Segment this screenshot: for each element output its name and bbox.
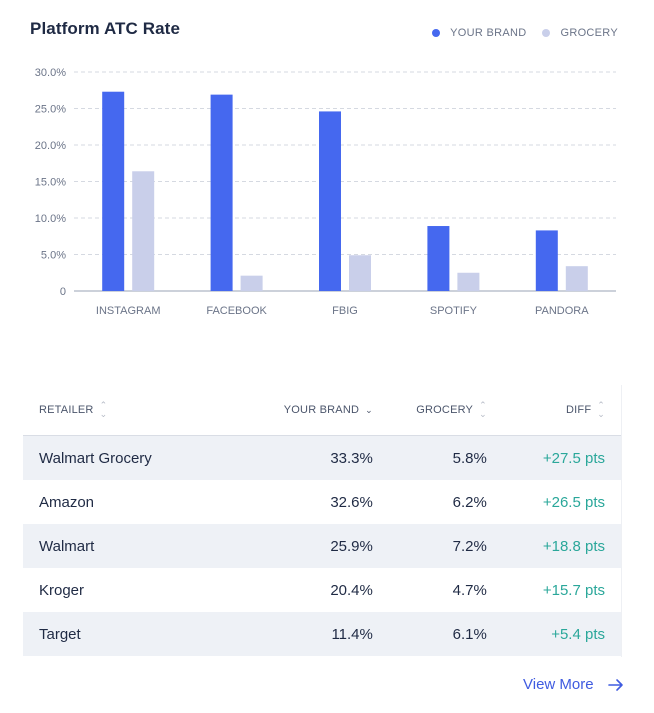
cell-retailer: Kroger [39,581,85,599]
cell-diff: +18.8 pts [486,524,621,568]
cell-retailer: Target [23,612,253,656]
view-more-label: View More [523,676,594,693]
column-header-retailer[interactable]: RETAILER ⌃ ⌄ [23,385,253,436]
retailer-table-card: RETAILER ⌃ ⌄ YOUR BRAND ⌄ GROCERY ⌃ ⌄ DIFF ⌃ ⌄ … [23,385,622,657]
table-row[interactable]: Target 11.4% 6.1% +5.4 pts [23,612,621,656]
table-row[interactable]: Kroger 20.4% 4.7% +15.7 pts [23,568,621,612]
bar-chart: 0 5.0% 10.0% 15.0% 20.0% 25.0% 30.0% INSTAGRAM F… [35,67,616,317]
legend-dot-your-brand [432,29,441,37]
bar-grocery [349,255,371,291]
cell-diff: +5.4 pts [486,612,621,656]
cell-your-brand: 11.4% [252,612,373,656]
bar-your-brand [535,230,558,291]
column-header-grocery[interactable]: GROCERY ⌃ ⌄ [372,385,487,436]
cell-grocery: 5.8% [372,435,487,480]
y-tick-label: 15.0% [35,177,66,189]
table-row[interactable]: Walmart 25.9% 7.2% +18.8 pts [23,524,621,568]
sort-icon: ⌃ ⌄ [99,400,108,419]
bar-your-brand [319,111,341,291]
y-tick-label: 0 [60,286,66,298]
legend-label-grocery: GROCERY [560,27,618,39]
x-tick-label: INSTAGRAM [96,305,161,317]
y-tick-label: 10.0% [35,213,66,225]
y-tick-label: 20.0% [35,140,66,152]
sort-icon: ⌃ ⌄ [597,400,605,419]
chart-title: Platform ATC Rate [30,19,180,38]
y-tick-label: 5.0% [41,250,66,262]
cell-your-brand: 33.3% [252,435,373,480]
sort-icon: ⌃ ⌄ [479,400,487,419]
cell-grocery: 7.2% [372,524,487,568]
bar-grocery [240,275,263,291]
cell-grocery: 4.7% [452,581,487,599]
table-header-row: RETAILER ⌃ ⌄ YOUR BRAND ⌄ GROCERY ⌃ ⌄ DIFF ⌃ ⌄ [23,385,621,436]
cell-diff: +27.5 pts [486,435,621,480]
cell-diff: +15.7 pts [542,581,605,599]
cell-retailer: Amazon [39,493,95,511]
legend-dot-grocery [542,29,551,37]
cell-your-brand: 20.4% [330,581,373,599]
table-row[interactable]: Walmart Grocery 33.3% 5.8% +27.5 pts [23,435,621,480]
bar-your-brand [210,94,233,291]
arrow-right-icon [607,678,623,691]
x-tick-label: SPOTIFY [430,305,478,317]
cell-your-brand: 25.9% [252,524,373,568]
bar-grocery [457,272,480,291]
cell-retailer: Walmart [23,524,253,568]
cell-retailer: Walmart Grocery [23,435,253,480]
chart-legend: YOUR BRAND GROCERY [432,27,618,39]
sort-desc-icon: ⌄ [365,404,373,415]
bar-your-brand [102,91,125,292]
y-tick-label: 30.0% [35,67,66,79]
retailer-table: RETAILER ⌃ ⌄ YOUR BRAND ⌄ GROCERY ⌃ ⌄ DIFF ⌃ ⌄ … [23,385,621,656]
platform-atc-chart-card: Platform ATC Rate YOUR BRAND GROCERY 0 5.… [0,0,638,330]
bar-your-brand [427,226,450,291]
legend-label-your-brand: YOUR BRAND [450,27,527,39]
cell-diff: +26.5 pts [542,493,605,511]
x-tick-label: FACEBOOK [206,305,267,317]
y-tick-label: 25.0% [35,104,66,116]
view-more-link[interactable]: View More [523,676,624,693]
cell-grocery: 6.1% [372,612,487,656]
x-tick-label: PANDORA [535,305,589,317]
legend-item-your-brand[interactable]: YOUR BRAND [432,27,526,39]
column-header-your-brand[interactable]: YOUR BRAND ⌄ [252,385,373,436]
x-tick-label: FBIG [332,305,358,317]
table-row[interactable]: Amazon 32.6% 6.2% +26.5 pts [23,480,621,524]
column-header-diff[interactable]: DIFF ⌃ ⌄ [486,385,621,436]
bar-grocery [565,266,588,291]
cell-your-brand: 32.6% [330,493,373,511]
bar-grocery [132,171,155,291]
cell-grocery: 6.2% [452,493,487,511]
legend-item-grocery[interactable]: GROCERY [542,27,618,39]
